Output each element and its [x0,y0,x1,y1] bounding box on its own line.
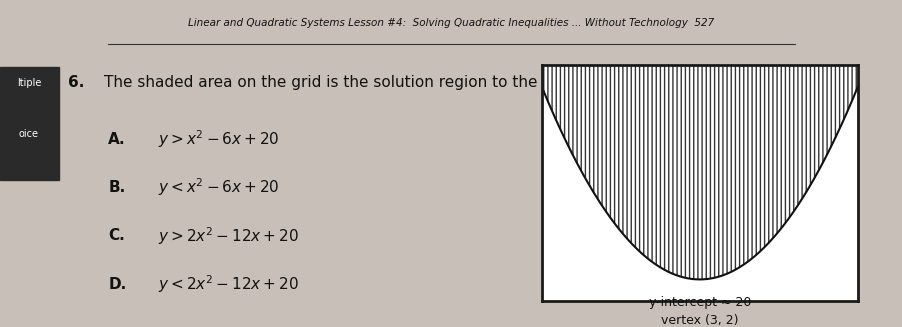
Text: oice: oice [19,129,39,139]
Text: D.: D. [108,277,126,292]
Text: y-intercept ≈ 20: y-intercept ≈ 20 [648,296,750,309]
Text: vertex (3, 2): vertex (3, 2) [660,314,738,327]
Text: $y < 2x^2 - 12x + 20$: $y < 2x^2 - 12x + 20$ [158,273,299,295]
Text: $y < x^2 - 6x + 20$: $y < x^2 - 6x + 20$ [158,177,280,198]
Text: $y > x^2 - 6x + 20$: $y > x^2 - 6x + 20$ [158,129,280,150]
Text: The shaded area on the grid is the solution region to the inequality: The shaded area on the grid is the solut… [104,76,617,91]
Text: C.: C. [108,228,125,243]
Text: A.: A. [108,132,126,147]
Text: ltiple: ltiple [17,78,41,88]
Text: Linear and Quadratic Systems Lesson #4:  Solving Quadratic Inequalities ... With: Linear and Quadratic Systems Lesson #4: … [189,18,713,28]
Text: 6.: 6. [68,76,84,91]
FancyBboxPatch shape [0,67,59,180]
Text: B.: B. [108,180,125,195]
Text: $y > 2x^2 - 12x + 20$: $y > 2x^2 - 12x + 20$ [158,225,299,247]
